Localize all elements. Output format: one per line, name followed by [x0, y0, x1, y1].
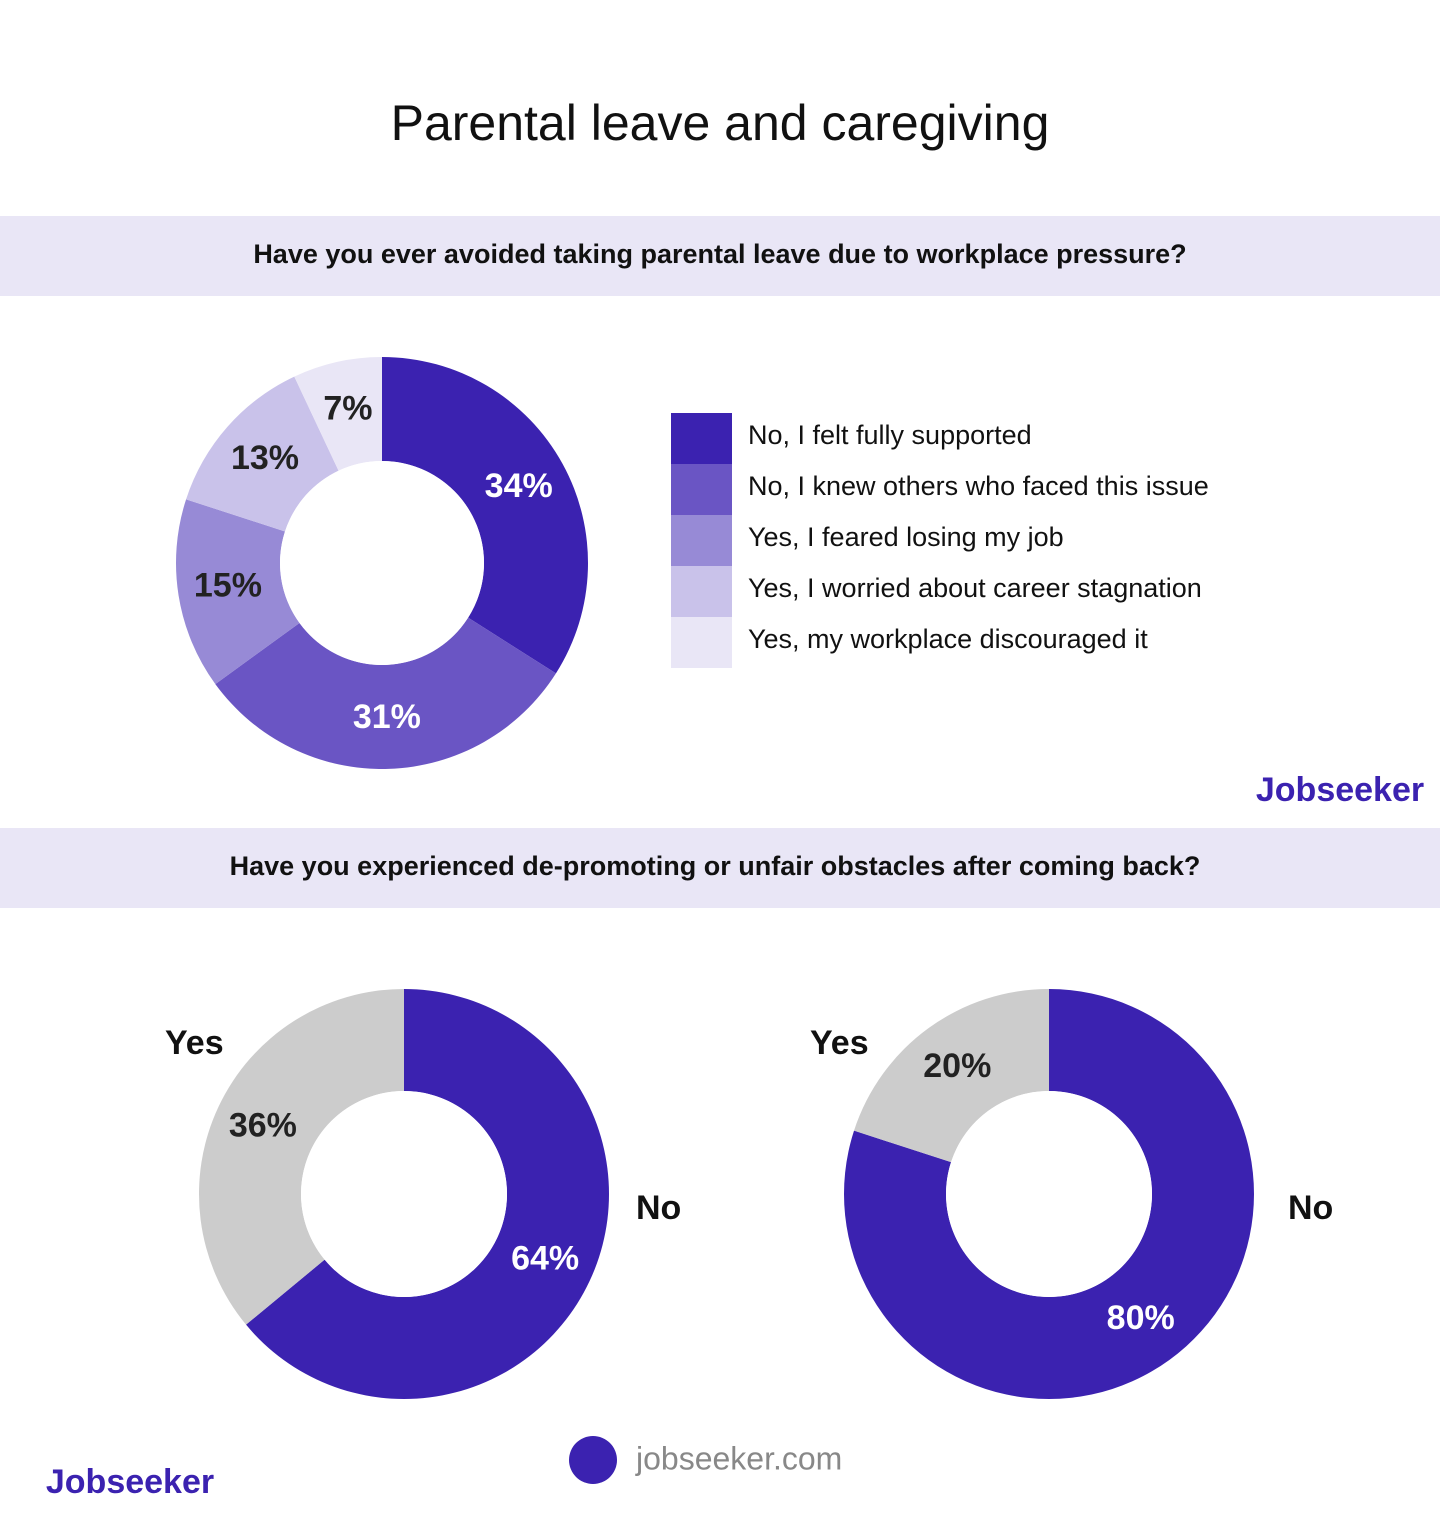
- donut-slice: [186, 376, 339, 532]
- donut-slice: [176, 499, 300, 685]
- donut-slice: [199, 989, 404, 1325]
- category-label: Yes: [165, 1024, 224, 1062]
- donut-slice: [382, 357, 589, 674]
- legend-label: Yes, I feared losing my job: [748, 522, 1064, 552]
- legend-label: No, I knew others who faced this issue: [748, 471, 1209, 501]
- value-label: 15%: [194, 566, 262, 604]
- value-label: 31%: [353, 698, 421, 736]
- donut-slice: [843, 989, 1254, 1399]
- legend-label: No, I felt fully supported: [748, 420, 1032, 450]
- legend-label: Yes, I worried about career stagnation: [748, 573, 1202, 603]
- category-label: No: [1288, 1189, 1333, 1227]
- donut-slice: [215, 617, 556, 769]
- value-label: 20%: [923, 1047, 991, 1085]
- brand: Jobseeker: [46, 1463, 214, 1501]
- value-label: 80%: [1107, 1299, 1175, 1337]
- donut-hole: [280, 461, 484, 665]
- donut-hole: [301, 1091, 507, 1297]
- legend-swatch: [671, 566, 732, 617]
- value-label: 13%: [231, 439, 299, 477]
- donut-slice: [294, 357, 382, 471]
- legend-swatch: [671, 617, 732, 668]
- legend-swatch: [671, 413, 732, 464]
- donut-slice: [246, 989, 610, 1400]
- logo-icon: [569, 1436, 617, 1484]
- question: Have you experienced de-promoting or unf…: [230, 851, 1201, 881]
- donut-hole: [946, 1091, 1152, 1297]
- legend-swatch: [671, 515, 732, 566]
- website: jobseeker.com: [635, 1440, 842, 1476]
- category-label: Yes: [810, 1024, 869, 1062]
- value-label: 64%: [511, 1239, 579, 1277]
- question-band: [0, 828, 1440, 908]
- title: Parental leave and caregiving: [391, 95, 1050, 151]
- question: Have you ever avoided taking parental le…: [253, 239, 1186, 269]
- value-label: 34%: [485, 467, 553, 505]
- value-label: 7%: [323, 390, 372, 428]
- category-label: No: [636, 1189, 681, 1227]
- value-label: 36%: [229, 1107, 297, 1145]
- legend-swatch: [671, 464, 732, 515]
- question-band: [0, 216, 1440, 296]
- brand: Jobseeker: [1256, 771, 1424, 809]
- legend-label: Yes, my workplace discouraged it: [748, 624, 1148, 654]
- donut-slice: [854, 989, 1049, 1163]
